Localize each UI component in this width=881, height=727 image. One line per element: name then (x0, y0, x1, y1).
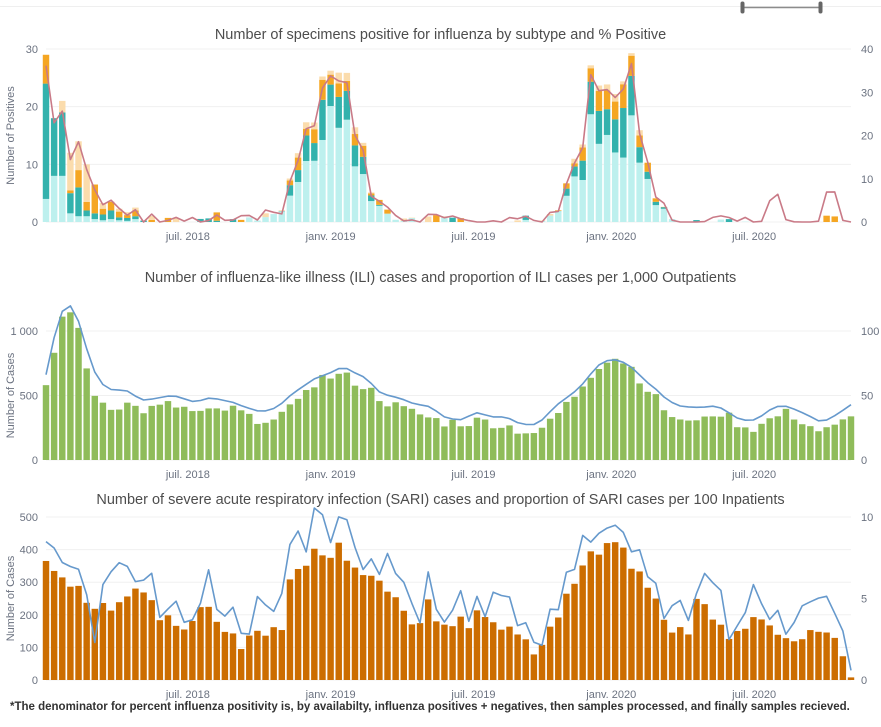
svg-text:500: 500 (20, 512, 38, 524)
svg-text:0: 0 (32, 675, 38, 687)
svg-text:200: 200 (20, 610, 38, 622)
svg-text:5: 5 (861, 594, 867, 606)
svg-text:juil. 2020: juil. 2020 (731, 689, 776, 701)
svg-text:0: 0 (861, 675, 867, 687)
svg-text:300: 300 (20, 577, 38, 589)
svg-text:janv. 2019: janv. 2019 (305, 689, 356, 701)
svg-text:juil. 2018: juil. 2018 (165, 689, 210, 701)
svg-text:juil. 2019: juil. 2019 (450, 689, 495, 701)
svg-text:400: 400 (20, 545, 38, 557)
svg-text:Number of Cases: Number of Cases (5, 555, 17, 641)
svg-text:janv. 2020: janv. 2020 (585, 689, 636, 701)
svg-text:100: 100 (20, 642, 38, 654)
svg-text:10: 10 (861, 512, 873, 524)
